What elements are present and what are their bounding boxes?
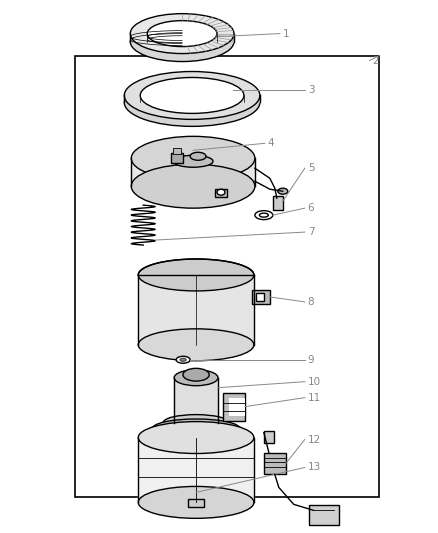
Bar	[252, 290, 270, 304]
Ellipse shape	[217, 189, 225, 195]
Text: 13: 13	[308, 463, 321, 472]
Text: 6: 6	[308, 203, 314, 213]
Ellipse shape	[176, 356, 190, 364]
Polygon shape	[138, 438, 254, 503]
Text: 7: 7	[308, 227, 314, 237]
Text: 12: 12	[308, 434, 321, 445]
Bar	[264, 431, 274, 442]
Text: 11: 11	[308, 393, 321, 402]
Text: 1: 1	[283, 29, 290, 38]
Ellipse shape	[131, 136, 255, 180]
Ellipse shape	[174, 370, 218, 386]
Polygon shape	[138, 259, 254, 275]
Ellipse shape	[138, 259, 254, 291]
Bar	[223, 393, 245, 421]
Text: 5: 5	[308, 163, 314, 173]
Ellipse shape	[163, 415, 229, 431]
Bar	[229, 398, 245, 416]
Polygon shape	[244, 95, 260, 102]
Ellipse shape	[180, 358, 186, 361]
Text: 3: 3	[308, 85, 314, 95]
Ellipse shape	[183, 368, 209, 381]
Text: 2: 2	[372, 55, 379, 66]
Polygon shape	[131, 158, 255, 186]
Polygon shape	[174, 378, 218, 423]
Bar	[273, 196, 283, 210]
Ellipse shape	[278, 188, 288, 194]
Ellipse shape	[138, 329, 254, 361]
Ellipse shape	[152, 419, 240, 438]
Ellipse shape	[124, 71, 260, 119]
Text: 4: 4	[268, 139, 275, 148]
Polygon shape	[130, 34, 147, 42]
Ellipse shape	[147, 21, 217, 46]
Ellipse shape	[190, 152, 206, 160]
Ellipse shape	[173, 155, 213, 167]
Ellipse shape	[130, 22, 234, 61]
Bar	[215, 189, 227, 197]
Text: 9: 9	[308, 355, 314, 365]
Bar	[256, 293, 264, 301]
Text: 8: 8	[308, 297, 314, 307]
Text: 10: 10	[308, 377, 321, 387]
Bar	[75, 55, 379, 497]
Ellipse shape	[131, 164, 255, 208]
Bar	[171, 154, 183, 163]
Ellipse shape	[140, 77, 244, 114]
Ellipse shape	[138, 422, 254, 454]
Ellipse shape	[259, 213, 268, 217]
Ellipse shape	[130, 14, 234, 53]
Bar	[264, 453, 286, 474]
Ellipse shape	[124, 78, 260, 126]
Bar	[173, 148, 181, 154]
Polygon shape	[217, 34, 234, 42]
Polygon shape	[124, 95, 140, 102]
Ellipse shape	[138, 487, 254, 518]
Bar	[309, 505, 339, 526]
Ellipse shape	[255, 211, 273, 220]
Polygon shape	[138, 275, 254, 345]
Bar	[188, 499, 204, 507]
